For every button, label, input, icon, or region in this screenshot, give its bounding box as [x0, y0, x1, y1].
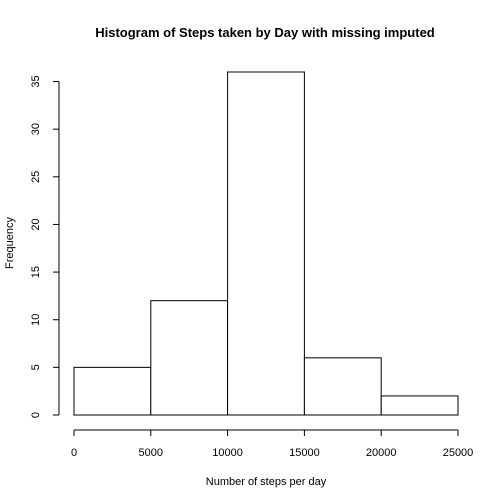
y-tick-label: 15 [30, 266, 42, 278]
histogram-bar-1 [150, 300, 229, 416]
y-axis-title: Frequency [4, 217, 16, 269]
y-tick-label: 20 [30, 218, 42, 230]
chart-title: Histogram of Steps taken by Day with mis… [95, 25, 435, 40]
y-tick-label: 35 [30, 75, 42, 87]
y-axis: 0 5 10 15 20 25 30 35 [30, 75, 60, 418]
x-tick-label: 20000 [366, 447, 397, 459]
y-tick-label: 10 [30, 314, 42, 326]
x-tick-label: 0 [71, 447, 77, 459]
x-axis-title: Number of steps per day [206, 476, 327, 488]
histogram-bar-3 [303, 357, 382, 416]
x-tick-label: 10000 [212, 447, 243, 459]
x-tick-label: 25000 [443, 447, 474, 459]
bars-group [73, 71, 459, 416]
y-tick-label: 25 [30, 171, 42, 183]
x-axis: 0 5000 10000 15000 20000 25000 [71, 429, 474, 459]
histogram-bar-2 [227, 71, 305, 416]
x-tick-label: 15000 [289, 447, 320, 459]
histogram-bar-4 [380, 395, 459, 416]
x-tick-label: 5000 [139, 447, 163, 459]
y-tick-label: 5 [30, 364, 42, 370]
y-tick-label: 30 [30, 123, 42, 135]
y-tick-label: 0 [30, 412, 42, 418]
histogram-bar-0 [73, 366, 152, 416]
